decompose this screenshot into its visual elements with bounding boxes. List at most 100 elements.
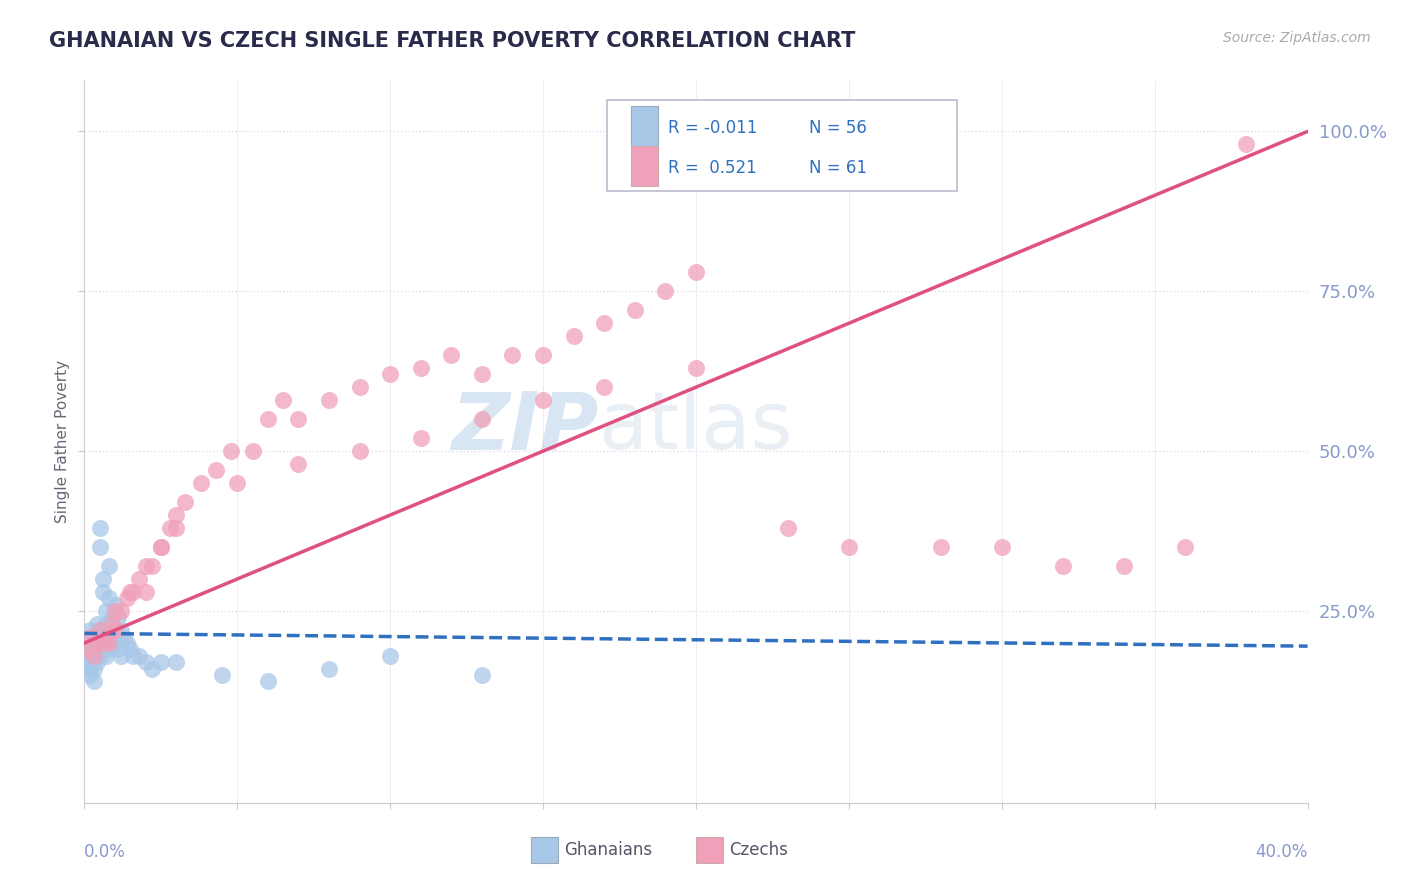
Point [79, 668, 101, 682]
Point [76, 661, 98, 675]
Point [149, 540, 172, 554]
Point [107, 610, 129, 624]
Point [91, 584, 114, 599]
Point [318, 392, 340, 407]
Point [409, 431, 432, 445]
Point [120, 642, 142, 657]
Point [79, 655, 101, 669]
Point [89, 521, 111, 535]
Point [91, 642, 114, 657]
Point [97, 630, 120, 644]
Point [219, 444, 242, 458]
Point [929, 540, 952, 554]
Point [471, 368, 494, 382]
Point [149, 655, 172, 669]
Text: ZIP: ZIP [451, 388, 598, 467]
Point [89, 623, 111, 637]
Point [593, 380, 616, 394]
Bar [531, 837, 558, 863]
Text: Czechs: Czechs [728, 841, 787, 859]
Point [159, 521, 181, 535]
Point [471, 412, 494, 426]
Point [104, 636, 127, 650]
Bar [631, 106, 658, 146]
Point [83, 661, 105, 675]
Point [349, 444, 371, 458]
Point [76, 636, 98, 650]
Point [190, 476, 212, 491]
Point [242, 444, 264, 458]
Point [174, 495, 197, 509]
Point [76, 648, 98, 663]
Point [1052, 559, 1074, 574]
Point [318, 661, 340, 675]
Point [94, 648, 117, 663]
Point [624, 303, 647, 318]
Text: GHANAIAN VS CZECH SINGLE FATHER POVERTY CORRELATION CHART: GHANAIAN VS CZECH SINGLE FATHER POVERTY … [49, 31, 856, 51]
Point [257, 412, 280, 426]
Point [101, 623, 124, 637]
Point [94, 630, 117, 644]
Point [1114, 559, 1136, 574]
Point [86, 630, 108, 644]
Point [91, 636, 114, 650]
Point [165, 521, 187, 535]
Point [104, 623, 127, 637]
Point [380, 368, 402, 382]
Text: Ghanaians: Ghanaians [564, 841, 652, 859]
Point [94, 616, 117, 631]
Point [135, 584, 157, 599]
Point [110, 623, 132, 637]
Point [141, 559, 163, 574]
FancyBboxPatch shape [606, 100, 956, 191]
Point [440, 348, 463, 362]
Point [531, 348, 554, 362]
Point [110, 604, 132, 618]
Point [101, 636, 124, 650]
Point [271, 392, 294, 407]
Bar [696, 837, 723, 863]
Point [76, 642, 98, 657]
Point [135, 655, 157, 669]
Point [101, 616, 124, 631]
Point [115, 591, 138, 606]
Point [83, 674, 105, 689]
Point [593, 316, 616, 330]
Y-axis label: Single Father Poverty: Single Father Poverty [55, 360, 70, 523]
Point [205, 463, 228, 477]
Point [94, 636, 117, 650]
Point [89, 623, 111, 637]
Point [531, 392, 554, 407]
Point [149, 540, 172, 554]
Text: N = 56: N = 56 [808, 119, 866, 136]
Point [165, 655, 187, 669]
Point [97, 642, 120, 657]
Point [685, 361, 707, 376]
Point [112, 630, 135, 644]
Point [79, 642, 101, 657]
Point [107, 642, 129, 657]
Point [287, 457, 309, 471]
Point [287, 412, 309, 426]
Point [122, 648, 145, 663]
Point [97, 559, 120, 574]
Text: Source: ZipAtlas.com: Source: ZipAtlas.com [1223, 31, 1371, 45]
Bar [631, 146, 658, 186]
Point [86, 642, 108, 657]
Point [86, 636, 108, 650]
Point [349, 380, 371, 394]
Point [122, 584, 145, 599]
Point [380, 648, 402, 663]
Point [257, 674, 280, 689]
Point [502, 348, 524, 362]
Point [94, 604, 117, 618]
Point [97, 636, 120, 650]
Point [141, 661, 163, 675]
Text: 0.0%: 0.0% [84, 843, 127, 861]
Point [83, 630, 105, 644]
Point [89, 540, 111, 554]
Point [97, 591, 120, 606]
Point [685, 265, 707, 279]
Text: 40.0%: 40.0% [1256, 843, 1308, 861]
Point [110, 648, 132, 663]
